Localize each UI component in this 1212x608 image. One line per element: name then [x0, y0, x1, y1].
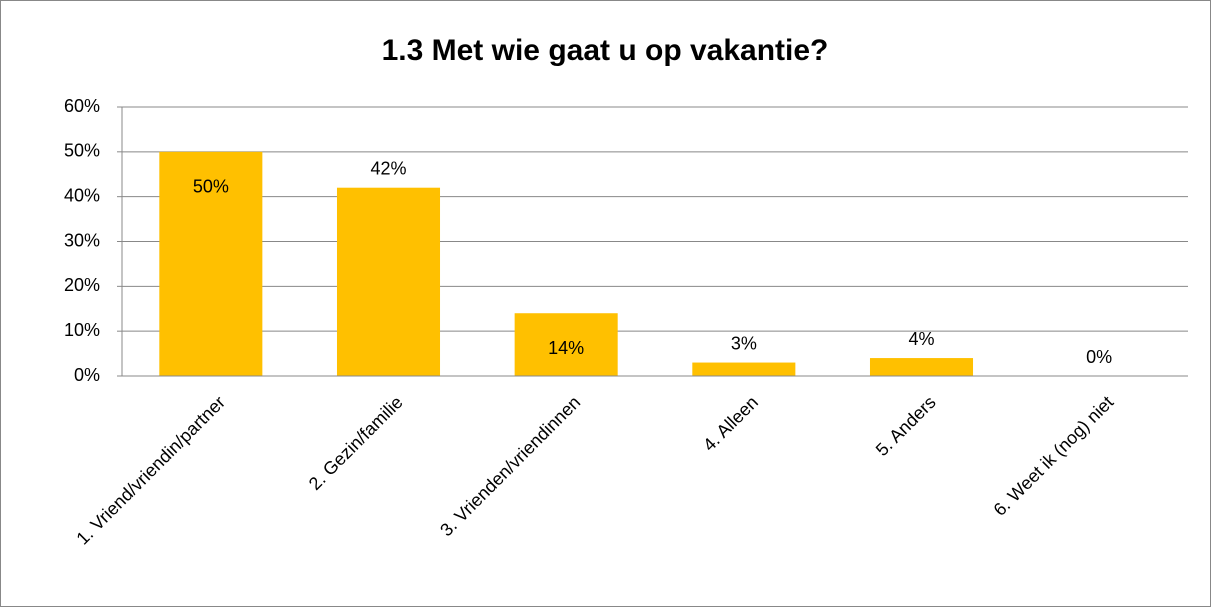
data-label: 4% — [908, 329, 934, 349]
data-label: 50% — [193, 177, 229, 197]
y-tick-label: 60% — [64, 96, 100, 116]
y-tick-label: 20% — [64, 275, 100, 295]
y-tick-label: 10% — [64, 320, 100, 340]
data-label: 0% — [1086, 347, 1112, 367]
data-label: 42% — [370, 158, 406, 178]
y-tick-label: 40% — [64, 185, 100, 205]
bar — [159, 151, 263, 376]
chart-title: 1.3 Met wie gaat u op vakantie? — [382, 34, 829, 67]
y-tick-label: 50% — [64, 141, 100, 161]
bar — [869, 358, 974, 376]
data-label: 14% — [548, 338, 584, 358]
y-tick-label: 30% — [64, 230, 100, 250]
y-tick-label: 0% — [74, 365, 100, 385]
bar — [692, 362, 796, 376]
data-label: 3% — [731, 333, 757, 353]
bar — [336, 187, 441, 376]
bar — [514, 313, 618, 376]
